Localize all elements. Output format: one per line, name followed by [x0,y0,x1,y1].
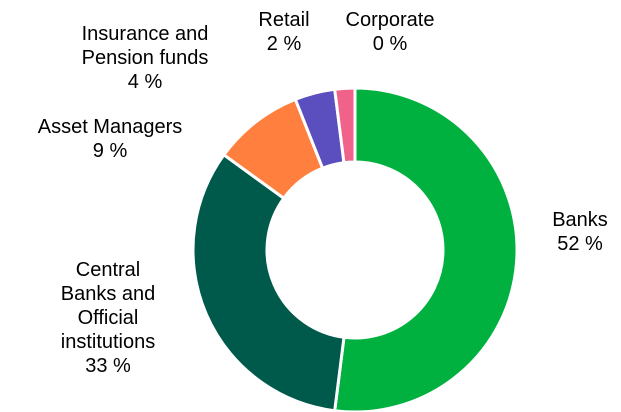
value-label: 0 % [372,33,408,55]
slice-label: Asset Managers 9 % [0,115,220,163]
slice-label: Corporate 0 % [330,8,450,56]
slice-label: Banks 52 % [520,208,621,256]
value-label: 52 % [557,233,603,255]
value-label: 2 % [266,33,302,55]
category-name: Insurance and Pension funds [81,23,209,69]
category-name: Corporate [345,9,435,31]
donut-slice [191,152,346,412]
value-label: 33 % [85,355,131,377]
category-name: Banks [552,209,608,231]
slice-label: Insurance and Pension funds 4 % [70,22,220,94]
value-label: 4 % [127,71,163,93]
donut-slice [333,86,357,165]
slice-label: Central Banks and Official institutions 3… [52,258,164,378]
value-label: 9 % [92,140,128,162]
category-name: Asset Managers [37,116,183,138]
category-name: Central Banks and Official institutions [60,259,156,353]
category-name: Retail [258,9,310,31]
donut-slice [333,86,519,412]
slice-label: Retail 2 % [244,8,324,56]
